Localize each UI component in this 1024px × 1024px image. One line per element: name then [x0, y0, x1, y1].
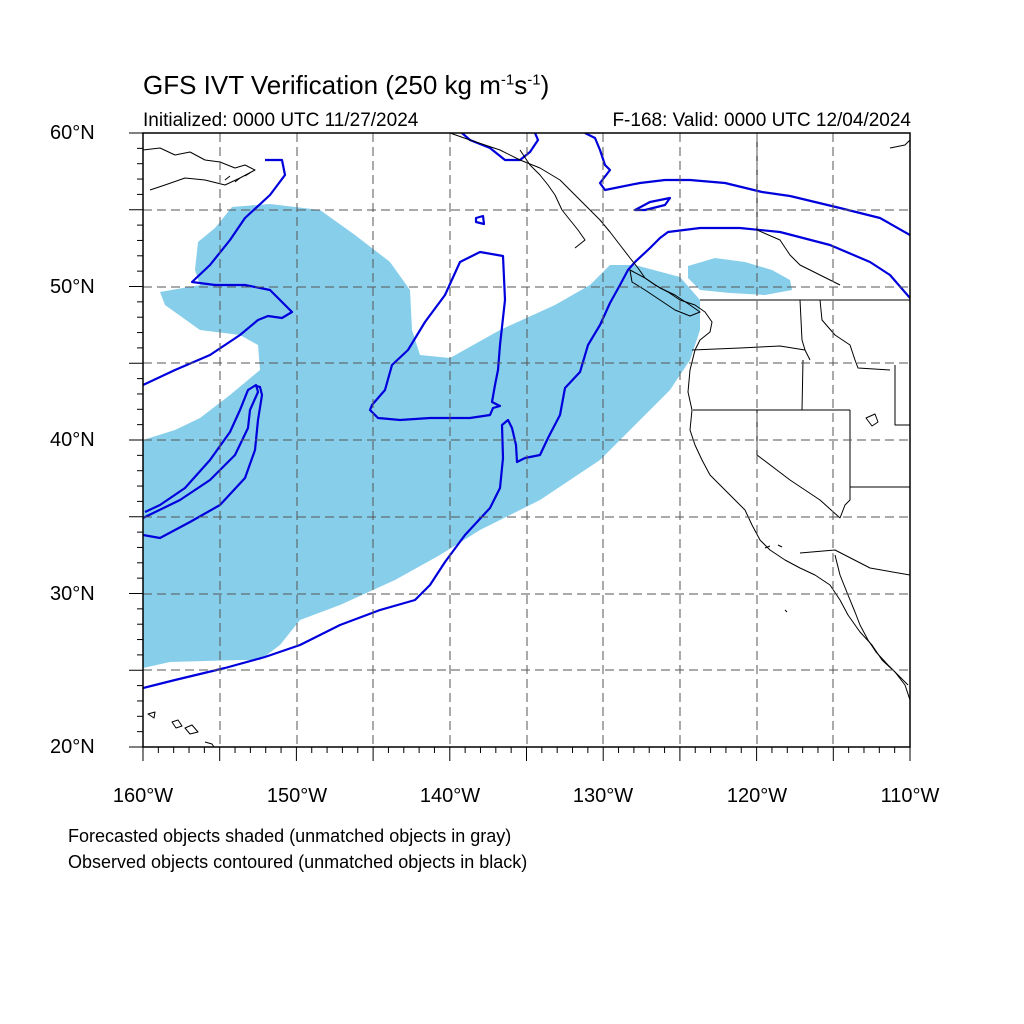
lat-label: 60°N: [50, 122, 95, 144]
observed-contour: [474, 214, 486, 226]
lat-label: 20°N: [50, 736, 95, 758]
us-mexico-border: [799, 549, 910, 576]
forecast-object: [143, 204, 700, 668]
observed-contour: [633, 196, 672, 212]
vancouver-island: [629, 269, 701, 317]
observed-contour: [368, 250, 507, 422]
footnote-observed: Observed objects contoured (unmatched ob…: [68, 852, 528, 872]
state-border-wa-or: [691, 345, 811, 361]
lon-label: 150°W: [266, 785, 328, 807]
observed-contour: [143, 383, 260, 519]
baja-peninsula: [834, 554, 909, 686]
lat-label: 40°N: [50, 429, 95, 451]
footnote-forecast: Forecasted objects shaded (unmatched obj…: [68, 826, 512, 846]
lon-label: 140°W: [419, 785, 481, 807]
state-border-ca-nv: [756, 410, 841, 519]
coastline-north-america: [449, 133, 910, 701]
state-border-nv-az: [839, 410, 851, 519]
alaska-coast: [519, 149, 586, 249]
observed-contour: [143, 226, 910, 690]
observed-contour: [584, 133, 910, 236]
great-salt-lake: [865, 413, 879, 427]
lon-label: 130°W: [572, 785, 634, 807]
lat-label: 30°N: [50, 583, 95, 605]
observed-contour: [143, 384, 264, 540]
forecast-object: [688, 258, 792, 295]
canada-border: [756, 133, 841, 286]
hawaii: [147, 711, 215, 747]
lon-label: 160°W: [112, 785, 174, 807]
state-border-idaho: [799, 299, 891, 411]
lon-label: 120°W: [726, 785, 788, 807]
valid-time: F-168: Valid: 0000 UTC 12/04/2024: [612, 110, 911, 131]
channel-islands: [764, 544, 788, 613]
state-border-utah: [894, 365, 910, 426]
lat-label: 50°N: [50, 276, 95, 298]
axis-ticks: [129, 132, 911, 761]
initialized-time: Initialized: 0000 UTC 11/27/2024: [143, 110, 419, 131]
aleutian-islands: [224, 139, 910, 183]
alaska-coast: [143, 147, 256, 191]
map-title: GFS IVT Verification (250 kg m-1s-1): [143, 70, 550, 100]
lon-label: 110°W: [880, 785, 940, 807]
